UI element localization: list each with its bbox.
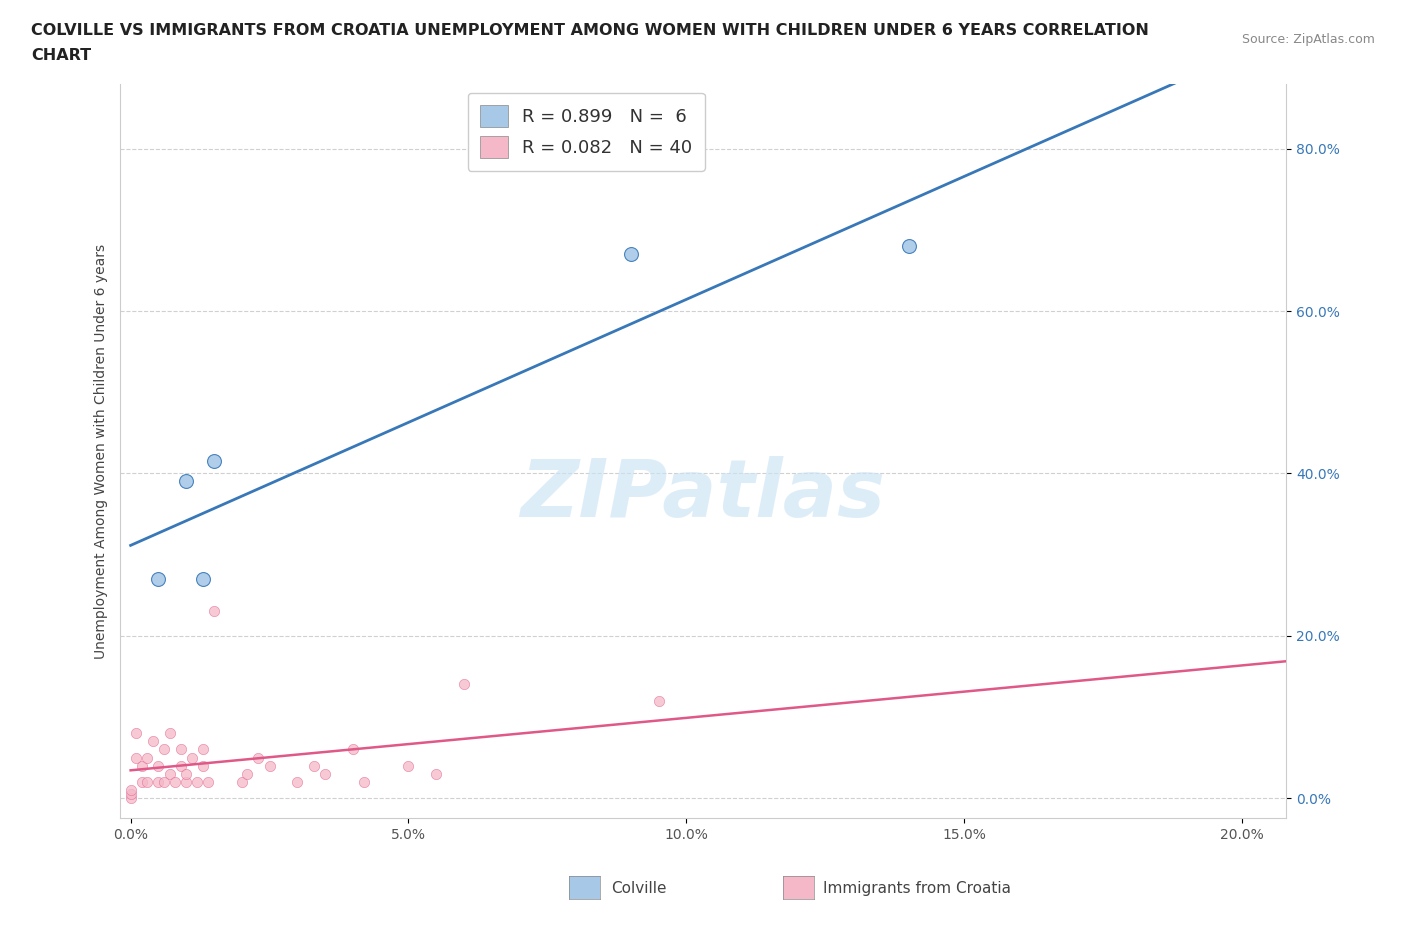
Point bbox=[302, 758, 325, 773]
Point bbox=[180, 751, 202, 765]
Text: COLVILLE VS IMMIGRANTS FROM CROATIA UNEMPLOYMENT AMONG WOMEN WITH CHILDREN UNDER: COLVILLE VS IMMIGRANTS FROM CROATIA UNEM… bbox=[31, 23, 1149, 38]
Point bbox=[186, 775, 208, 790]
Point bbox=[174, 766, 197, 781]
Point bbox=[148, 571, 170, 586]
Point bbox=[620, 246, 643, 261]
Point bbox=[136, 775, 159, 790]
Point bbox=[191, 758, 214, 773]
Point bbox=[165, 775, 187, 790]
Point bbox=[342, 742, 364, 757]
Point bbox=[148, 758, 170, 773]
Point bbox=[148, 775, 170, 790]
Point bbox=[153, 742, 176, 757]
Point bbox=[174, 775, 197, 790]
Point bbox=[120, 782, 142, 797]
Point bbox=[169, 758, 191, 773]
Legend: R = 0.899   N =  6, R = 0.082   N = 40: R = 0.899 N = 6, R = 0.082 N = 40 bbox=[468, 93, 704, 171]
Text: Source: ZipAtlas.com: Source: ZipAtlas.com bbox=[1241, 33, 1375, 46]
Point bbox=[159, 725, 181, 740]
Point bbox=[131, 775, 153, 790]
Point bbox=[285, 775, 308, 790]
Point bbox=[453, 677, 475, 692]
Text: CHART: CHART bbox=[31, 48, 91, 63]
Text: Colville: Colville bbox=[612, 881, 666, 896]
Text: Immigrants from Croatia: Immigrants from Croatia bbox=[823, 881, 1011, 896]
Point bbox=[202, 454, 225, 469]
Point bbox=[169, 742, 191, 757]
Text: ZIPatlas: ZIPatlas bbox=[520, 456, 886, 534]
Point bbox=[142, 734, 165, 749]
Point bbox=[897, 239, 920, 254]
Point bbox=[191, 571, 214, 586]
Point bbox=[236, 766, 259, 781]
Point bbox=[120, 787, 142, 802]
Y-axis label: Unemployment Among Women with Children Under 6 years: Unemployment Among Women with Children U… bbox=[94, 244, 108, 658]
Point bbox=[136, 751, 159, 765]
Point bbox=[647, 693, 669, 708]
Point bbox=[259, 758, 281, 773]
Point bbox=[314, 766, 336, 781]
Point bbox=[159, 766, 181, 781]
Point bbox=[125, 725, 148, 740]
Point bbox=[231, 775, 253, 790]
Point bbox=[120, 790, 142, 805]
Point bbox=[197, 775, 219, 790]
Point bbox=[174, 474, 197, 489]
Point bbox=[425, 766, 447, 781]
Point bbox=[202, 604, 225, 618]
Point bbox=[247, 751, 270, 765]
Point bbox=[191, 742, 214, 757]
Point bbox=[125, 751, 148, 765]
Point bbox=[153, 775, 176, 790]
Point bbox=[131, 758, 153, 773]
Point bbox=[398, 758, 420, 773]
Point bbox=[353, 775, 375, 790]
